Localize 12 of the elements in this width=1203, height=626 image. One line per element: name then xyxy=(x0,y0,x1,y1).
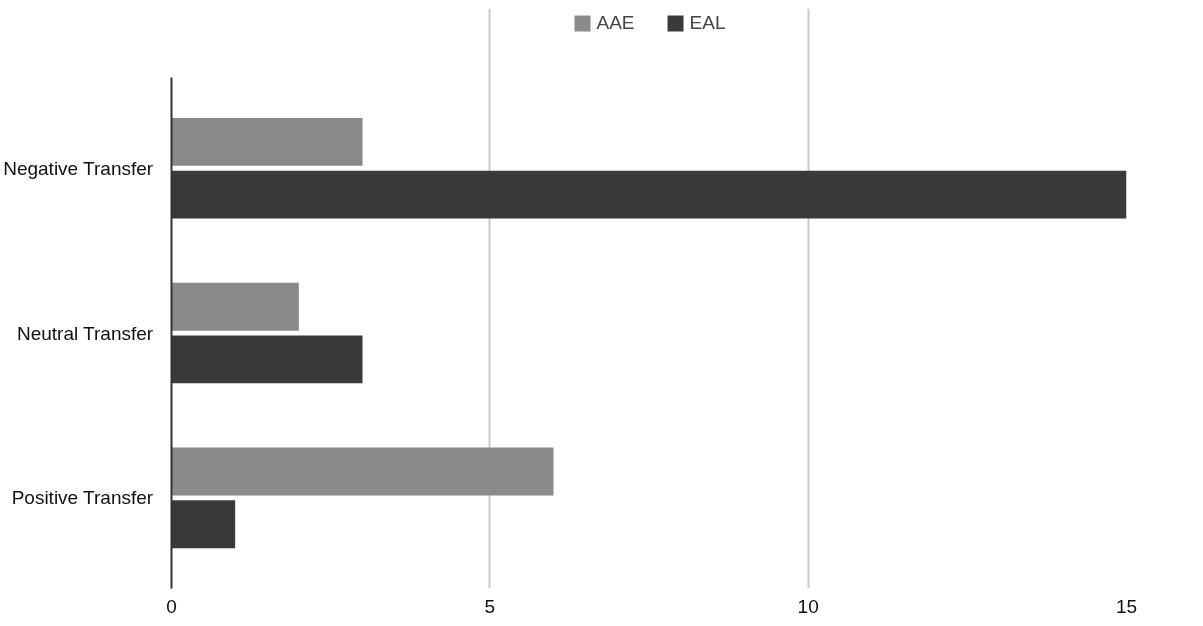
x-tick-label: 10 xyxy=(797,595,819,617)
bar xyxy=(171,447,554,496)
y-tick-label: Positive Transfer xyxy=(11,487,154,509)
y-tick-label: Neutral Transfer xyxy=(16,322,154,344)
y-tick-label: Negative Transfer xyxy=(3,157,154,179)
legend-label: AAE xyxy=(596,12,635,34)
x-tick-label: 0 xyxy=(166,595,177,617)
x-tick-label: 5 xyxy=(484,595,496,617)
x-tick-label: 15 xyxy=(1115,595,1138,617)
bar xyxy=(171,282,299,331)
legend-label: EAL xyxy=(689,12,726,34)
bar xyxy=(171,118,363,166)
